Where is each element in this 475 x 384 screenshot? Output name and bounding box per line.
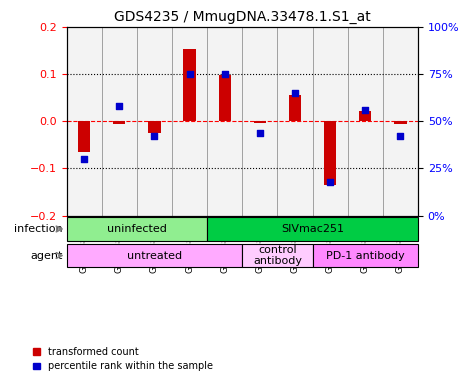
Bar bbox=[254, 121, 266, 123]
Bar bbox=[113, 121, 125, 124]
Point bbox=[291, 90, 299, 96]
Text: SIVmac251: SIVmac251 bbox=[281, 224, 344, 234]
Bar bbox=[277, 27, 313, 216]
Text: untreated: untreated bbox=[127, 250, 182, 260]
Text: agent: agent bbox=[30, 250, 63, 260]
Bar bbox=[383, 27, 418, 216]
Point bbox=[80, 156, 88, 162]
FancyBboxPatch shape bbox=[207, 217, 418, 241]
FancyBboxPatch shape bbox=[313, 243, 418, 268]
FancyBboxPatch shape bbox=[66, 243, 242, 268]
Point bbox=[221, 71, 228, 77]
Point bbox=[326, 179, 334, 185]
Point bbox=[115, 103, 123, 109]
Bar bbox=[289, 95, 301, 121]
Bar bbox=[313, 27, 348, 216]
Title: GDS4235 / MmugDNA.33478.1.S1_at: GDS4235 / MmugDNA.33478.1.S1_at bbox=[114, 10, 370, 25]
Bar bbox=[183, 49, 196, 121]
Bar bbox=[78, 121, 90, 152]
Text: infection: infection bbox=[14, 224, 63, 234]
Point bbox=[186, 71, 193, 77]
Point bbox=[361, 107, 369, 113]
Bar bbox=[137, 27, 172, 216]
Text: control
antibody: control antibody bbox=[253, 245, 302, 266]
Bar bbox=[359, 111, 371, 121]
FancyBboxPatch shape bbox=[242, 243, 313, 268]
Point bbox=[397, 133, 404, 139]
Bar bbox=[66, 27, 102, 216]
Text: PD-1 antibody: PD-1 antibody bbox=[326, 250, 405, 260]
Bar bbox=[394, 121, 407, 124]
Bar bbox=[207, 27, 242, 216]
Bar bbox=[102, 27, 137, 216]
Bar bbox=[348, 27, 383, 216]
Text: uninfected: uninfected bbox=[107, 224, 167, 234]
Bar bbox=[172, 27, 207, 216]
Bar bbox=[218, 75, 231, 121]
Bar bbox=[148, 121, 161, 133]
Legend: transformed count, percentile rank within the sample: transformed count, percentile rank withi… bbox=[28, 343, 217, 375]
Bar bbox=[324, 121, 336, 185]
Bar bbox=[242, 27, 277, 216]
Point bbox=[256, 129, 264, 136]
Point bbox=[151, 133, 158, 139]
FancyBboxPatch shape bbox=[66, 217, 207, 241]
